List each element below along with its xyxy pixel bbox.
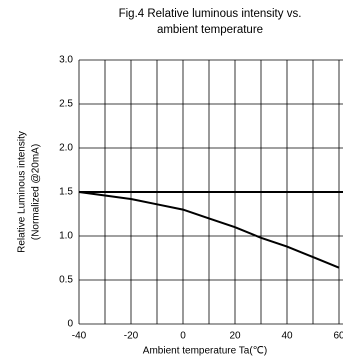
x-tick-label: 20: [229, 331, 241, 342]
y-tick-label: 1.5: [59, 187, 73, 198]
x-tick-label: -20: [124, 331, 139, 342]
y-axis-label: Relative Luminous intensity: [17, 131, 28, 253]
x-tick-label: 60: [333, 331, 343, 342]
y-axis-label: (Normalized @20mA): [31, 144, 42, 240]
y-tick-label: 3.0: [59, 55, 73, 66]
data-line: [78, 191, 340, 269]
chart-title: ambient temperature: [157, 24, 263, 36]
x-axis-label: Ambient temperature Ta(℃): [143, 346, 267, 357]
x-tick-label: -40: [72, 331, 87, 342]
y-tick-label: 1.0: [59, 231, 73, 242]
y-tick-label: 2.0: [59, 143, 73, 154]
chart-title: Fig.4 Relative luminous intensity vs.: [119, 8, 302, 20]
y-tick-label: 0: [67, 319, 73, 330]
x-tick-label: 0: [180, 331, 186, 342]
x-tick-label: 40: [281, 331, 293, 342]
y-tick-label: 2.5: [59, 99, 73, 110]
y-tick-label: 0.5: [59, 275, 73, 286]
